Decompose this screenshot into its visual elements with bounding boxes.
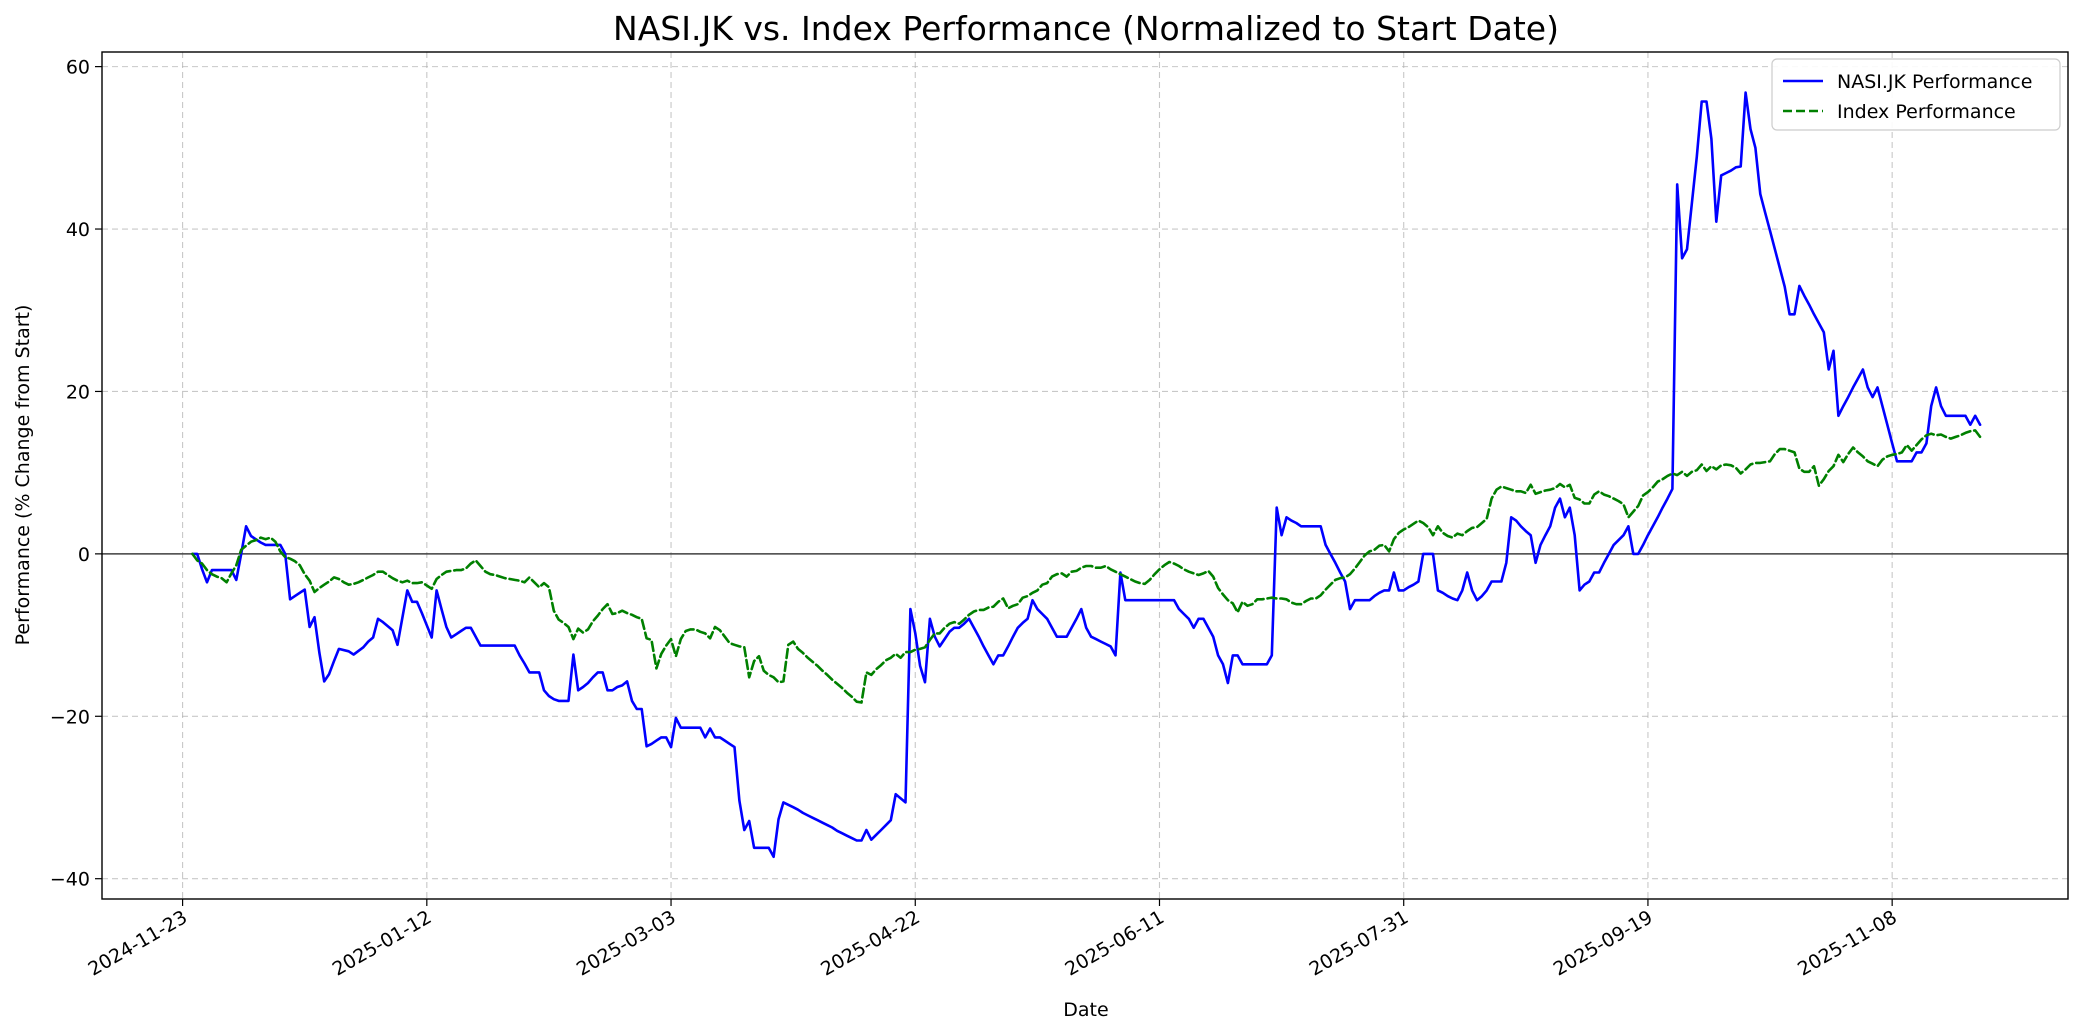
y-tick-label: 60 [66, 57, 90, 79]
legend-label-index: Index Performance [1837, 101, 2016, 123]
legend-box [1771, 58, 2061, 131]
y-axis-label: Performance (% Change from Start) [12, 305, 34, 646]
y-tick-label: 0 [78, 544, 90, 566]
y-tick-label: 40 [66, 219, 90, 241]
legend: NASI.JK Performance Index Performance [1771, 58, 2061, 131]
plot-area [101, 51, 2069, 900]
x-axis-label: Date [1063, 999, 1108, 1021]
series-line-nasi [191, 91, 1982, 859]
y-tick-label: −20 [50, 706, 90, 728]
y-tick-label: −40 [50, 869, 90, 891]
chart-title: NASI.JK vs. Index Performance (Normalize… [613, 9, 1559, 48]
series-layer [191, 91, 1982, 859]
legend-label-nasi: NASI.JK Performance [1837, 71, 2032, 93]
y-tick-label: 20 [66, 381, 90, 403]
series-line-index [191, 429, 1982, 704]
